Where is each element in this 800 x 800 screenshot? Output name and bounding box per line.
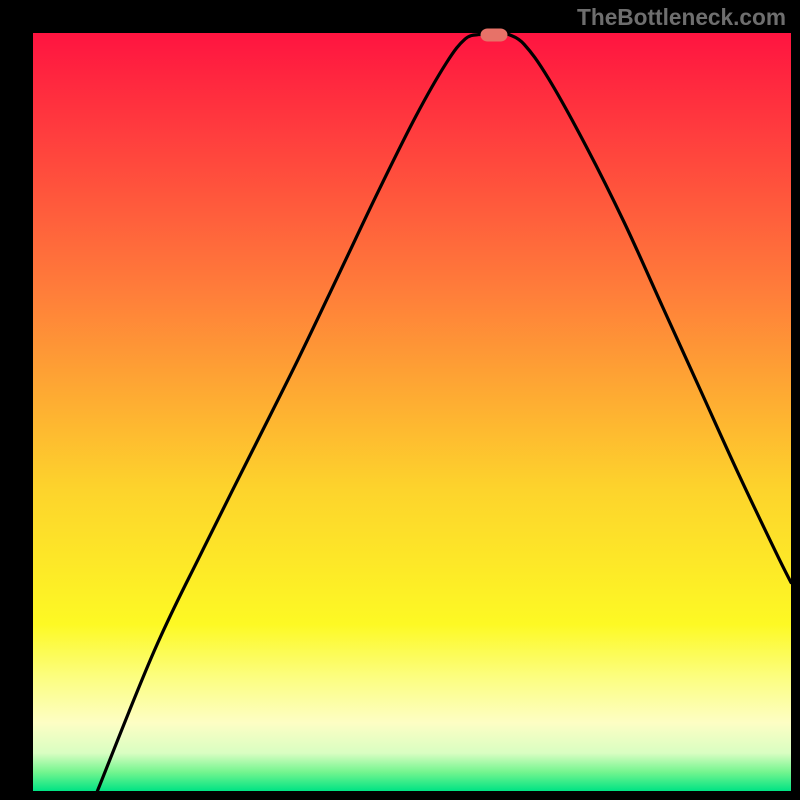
chart-stage: TheBottleneck.com — [0, 0, 800, 800]
v-curve — [33, 33, 791, 791]
bottleneck-marker — [480, 28, 507, 41]
plot-area — [33, 33, 791, 791]
watermark-text: TheBottleneck.com — [577, 4, 786, 31]
